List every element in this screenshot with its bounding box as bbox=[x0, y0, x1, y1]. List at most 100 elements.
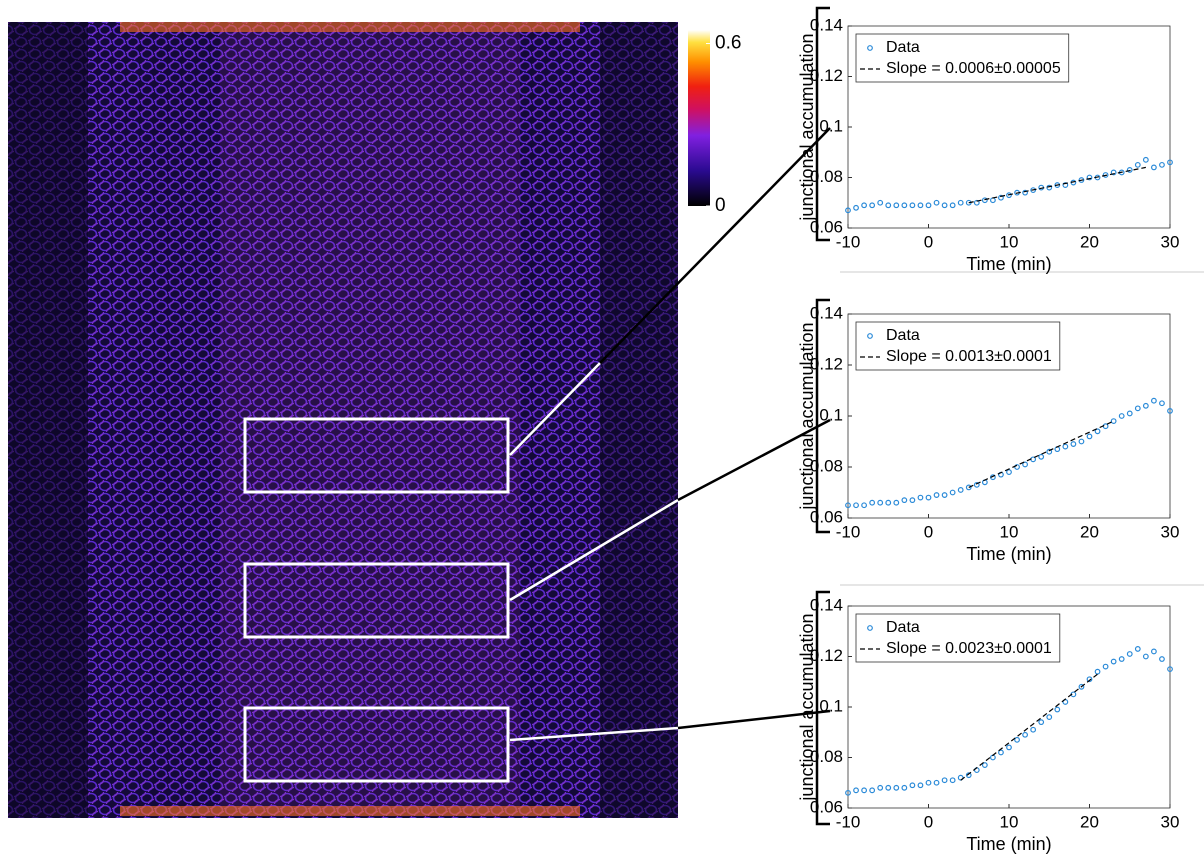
x-tick-label: 30 bbox=[1161, 812, 1180, 831]
data-point bbox=[1167, 408, 1173, 414]
data-point bbox=[1159, 656, 1165, 662]
legend: Data Slope = 0.0023±0.0001 bbox=[855, 613, 1061, 663]
data-point bbox=[1062, 443, 1069, 450]
legend-box bbox=[855, 321, 1061, 371]
data-point bbox=[1006, 469, 1012, 476]
x-tick-label: 30 bbox=[1161, 522, 1180, 541]
y-tick-label: 0.14 bbox=[810, 303, 843, 322]
data-point bbox=[1102, 663, 1109, 670]
x-tick-label: -10 bbox=[836, 812, 861, 831]
colorbar-tick-label: 0.6 bbox=[715, 33, 741, 54]
legend-label: Data bbox=[886, 39, 920, 56]
data-point bbox=[885, 499, 892, 506]
data-point bbox=[1118, 413, 1125, 419]
data-point bbox=[1167, 159, 1173, 166]
y-tick-label: 0.08 bbox=[810, 167, 843, 186]
x-tick-label: 20 bbox=[1080, 812, 1099, 831]
data-point bbox=[973, 199, 980, 206]
x-tick-label: 0 bbox=[924, 232, 933, 251]
data-point bbox=[853, 787, 859, 794]
y-tick-label: 0.1 bbox=[819, 116, 843, 135]
data-point bbox=[1022, 731, 1028, 738]
legend-label: Data bbox=[886, 619, 920, 636]
data-point bbox=[885, 784, 892, 791]
data-point bbox=[1142, 653, 1149, 660]
y-tick-label: 0.06 bbox=[810, 507, 843, 526]
data-point bbox=[861, 787, 867, 794]
data-point bbox=[1142, 402, 1149, 409]
legend-marker bbox=[867, 625, 873, 631]
legend-label: Slope = 0.0006±0.00005 bbox=[886, 60, 1061, 77]
y-tick-label: 0.14 bbox=[810, 595, 843, 614]
data-point bbox=[1078, 438, 1085, 445]
data-point bbox=[1159, 400, 1165, 407]
data-point bbox=[1006, 744, 1012, 751]
data-point bbox=[901, 202, 908, 209]
data-point bbox=[925, 779, 932, 786]
y-tick-label: 0.1 bbox=[819, 405, 843, 424]
data-point bbox=[1078, 683, 1085, 690]
x-tick-label: -10 bbox=[836, 232, 861, 251]
x-tick-label: 10 bbox=[1000, 522, 1019, 541]
y-tick-label: 0.1 bbox=[819, 696, 843, 715]
data-point bbox=[1110, 418, 1117, 425]
data-point bbox=[1086, 174, 1093, 181]
data-point bbox=[893, 784, 900, 791]
data-point bbox=[1022, 189, 1028, 196]
fit-line bbox=[968, 166, 1146, 204]
data-point bbox=[1150, 397, 1157, 404]
data-point bbox=[925, 202, 932, 209]
legend: Data Slope = 0.0013±0.0001 bbox=[855, 321, 1061, 371]
y-axis-label: junctional accumulation bbox=[797, 33, 817, 221]
data-point bbox=[941, 202, 948, 209]
data-point bbox=[1086, 433, 1093, 440]
y-tick-label: 0.14 bbox=[810, 15, 843, 34]
data-point bbox=[1159, 161, 1165, 168]
data-point bbox=[845, 207, 851, 214]
data-point bbox=[998, 194, 1004, 201]
data-point bbox=[1038, 453, 1045, 460]
x-tick-label: 0 bbox=[924, 522, 933, 541]
legend-box bbox=[855, 33, 1070, 83]
data-point bbox=[1134, 161, 1141, 168]
data-point bbox=[1038, 719, 1045, 726]
data-point bbox=[1094, 668, 1101, 675]
data-point bbox=[909, 202, 916, 209]
data-point bbox=[1006, 192, 1012, 199]
data-point bbox=[893, 499, 900, 506]
data-point bbox=[853, 204, 859, 211]
data-point bbox=[990, 197, 996, 204]
data-point bbox=[877, 199, 884, 206]
data-point bbox=[933, 492, 940, 498]
data-point bbox=[877, 499, 884, 506]
data-point bbox=[965, 484, 972, 491]
data-point bbox=[853, 502, 859, 509]
x-axis-label: Time (min) bbox=[966, 834, 1051, 854]
fit-line bbox=[968, 420, 1114, 488]
data-point bbox=[901, 784, 908, 791]
data-point bbox=[1110, 658, 1117, 665]
y-tick-label: 0.12 bbox=[810, 354, 843, 373]
data-point bbox=[981, 197, 988, 204]
data-point bbox=[933, 779, 940, 786]
data-point bbox=[1046, 714, 1053, 720]
data-point bbox=[901, 497, 908, 504]
x-tick-label: -10 bbox=[836, 522, 861, 541]
data-point bbox=[893, 202, 900, 209]
colorbar-tick-label: 0 bbox=[715, 195, 726, 216]
data-point bbox=[1167, 666, 1173, 673]
data-point bbox=[1062, 182, 1069, 188]
data-point bbox=[1102, 172, 1109, 178]
data-point bbox=[869, 787, 876, 794]
data-point bbox=[917, 202, 924, 209]
y-axis-label: junctional accumulation bbox=[797, 322, 817, 510]
data-point bbox=[869, 499, 876, 506]
y-tick-label: 0.06 bbox=[810, 217, 843, 236]
x-tick-label: 10 bbox=[1000, 232, 1019, 251]
data-point bbox=[949, 489, 956, 496]
y-tick-label: 0.08 bbox=[810, 456, 843, 475]
data-point bbox=[1126, 167, 1133, 173]
data-point bbox=[949, 202, 956, 209]
legend-marker bbox=[867, 333, 873, 339]
